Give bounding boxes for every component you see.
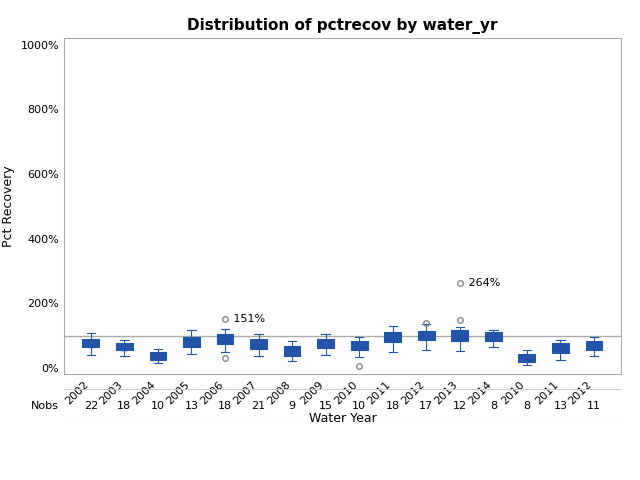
PathPatch shape xyxy=(451,330,468,341)
Text: 15: 15 xyxy=(319,401,333,410)
PathPatch shape xyxy=(250,339,267,348)
Text: 18: 18 xyxy=(218,401,232,410)
Text: 264%: 264% xyxy=(465,277,500,288)
Text: 13: 13 xyxy=(184,401,198,410)
PathPatch shape xyxy=(83,339,99,347)
Text: 13: 13 xyxy=(554,401,568,410)
PathPatch shape xyxy=(518,354,535,362)
Text: 10: 10 xyxy=(352,401,366,410)
Title: Distribution of pctrecov by water_yr: Distribution of pctrecov by water_yr xyxy=(187,18,498,34)
Text: 8: 8 xyxy=(524,401,531,410)
PathPatch shape xyxy=(586,341,602,350)
PathPatch shape xyxy=(485,332,502,341)
X-axis label: Water Year: Water Year xyxy=(308,412,376,425)
PathPatch shape xyxy=(183,337,200,347)
Text: 12: 12 xyxy=(452,401,467,410)
PathPatch shape xyxy=(116,343,132,350)
Text: 22: 22 xyxy=(84,401,98,410)
PathPatch shape xyxy=(351,341,367,350)
PathPatch shape xyxy=(418,331,435,340)
PathPatch shape xyxy=(216,335,234,344)
PathPatch shape xyxy=(552,343,569,353)
Y-axis label: Pct Recovery: Pct Recovery xyxy=(2,166,15,247)
Text: 18: 18 xyxy=(117,401,131,410)
Text: Nobs: Nobs xyxy=(31,401,58,410)
Text: 151%: 151% xyxy=(230,314,265,324)
PathPatch shape xyxy=(385,332,401,342)
Text: 10: 10 xyxy=(151,401,165,410)
Text: 21: 21 xyxy=(252,401,266,410)
PathPatch shape xyxy=(150,352,166,360)
PathPatch shape xyxy=(317,339,334,348)
Text: 18: 18 xyxy=(386,401,400,410)
Text: 11: 11 xyxy=(587,401,601,410)
Text: 17: 17 xyxy=(419,401,433,410)
Text: 9: 9 xyxy=(289,401,296,410)
PathPatch shape xyxy=(284,346,300,356)
Text: 8: 8 xyxy=(490,401,497,410)
